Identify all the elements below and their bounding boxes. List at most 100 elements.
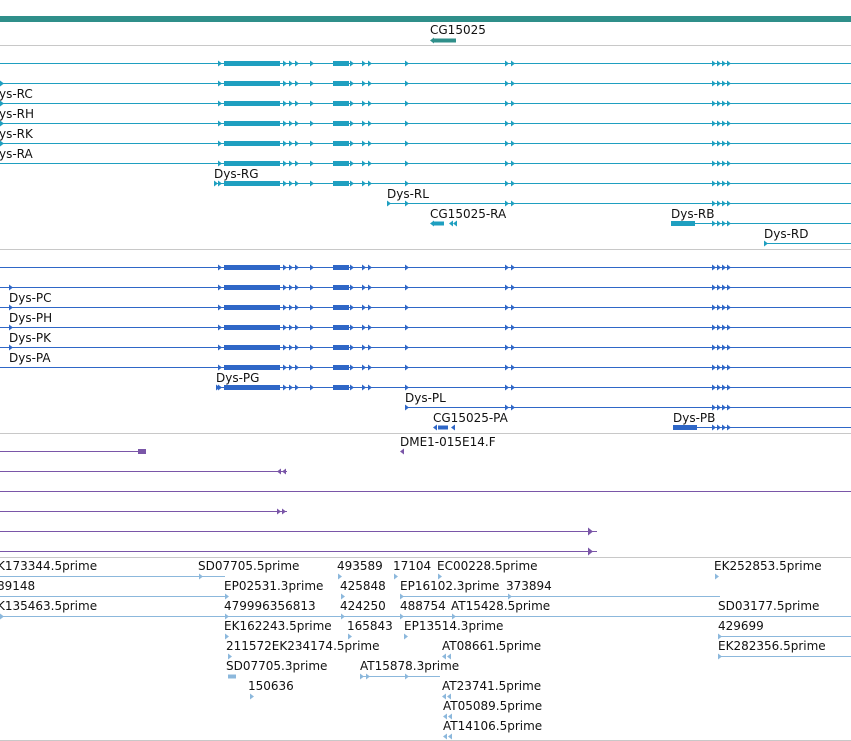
match-label[interactable]: DME1-015E14.F [400,435,496,449]
est-label[interactable]: 150636 [248,679,294,693]
est-label[interactable]: 89148 [0,579,36,593]
feature-arrow [368,364,372,371]
transcript-label[interactable]: Dys-PK [9,331,52,345]
est-label[interactable]: EK252853.5prime [714,559,822,573]
transcript-label[interactable]: ys-RA [0,147,33,161]
feature-arrow [727,140,731,147]
feature-arrow [289,284,293,291]
est-label[interactable]: AT14106.5prime [443,719,543,733]
est-label[interactable]: SD07705.3prime [226,659,328,673]
est-label[interactable]: SD07705.5prime [198,559,300,573]
est-label[interactable]: AT15878.3prime [360,659,460,673]
feature-arrow [366,673,370,680]
transcript-label[interactable]: Dys-PL [405,391,446,405]
feature-arrow [368,60,372,67]
feature-arrow [712,424,716,431]
feature-arrow [362,180,366,187]
feature-arrow [511,384,515,391]
est-label[interactable]: AT08661.5prime [442,639,542,653]
est-label[interactable]: AT05089.5prime [443,699,543,713]
feature-exon-block [673,425,697,430]
feature-exon-block [224,285,280,290]
feature-arrow [289,140,293,147]
est-label[interactable]: AT23741.5prime [442,679,542,693]
feature-arrow [717,344,721,351]
est-label[interactable]: EP13514.3prime [404,619,504,633]
feature-arrow [505,284,509,291]
gene-span-bar [0,16,851,22]
est-label[interactable]: 17104 [393,559,432,573]
feature-arrow [362,140,366,147]
feature-exon-block [333,141,349,146]
transcript-label[interactable]: Dys-PA [9,351,51,365]
feature-arrow [214,180,218,187]
transcript-label[interactable]: ys-RC [0,87,33,101]
feature-arrow [511,140,515,147]
feature-arrow [405,364,409,371]
transcript-label[interactable]: Dys-PC [9,291,52,305]
feature-arrow [310,80,314,87]
transcript-label[interactable]: Dys-PG [216,371,260,385]
est-label[interactable]: K135463.5prime [0,599,98,613]
feature-arrow [350,160,354,167]
feature-arrow [341,593,345,600]
feature-arrow [511,180,515,187]
est-label[interactable]: EK162243.5prime [224,619,332,633]
feature-arrow [712,364,716,371]
feature-arrow [405,100,409,107]
feature-arrow [228,653,232,660]
est-label[interactable]: EK282356.5prime [718,639,826,653]
transcript-label[interactable]: Dys-RL [387,187,429,201]
est-label[interactable]: AT15428.5prime [451,599,551,613]
est-label[interactable]: EC00228.5prime [437,559,538,573]
transcript-label[interactable]: CG15025-RA [430,207,507,221]
feature-arrow [360,673,364,680]
feature-arrow [722,100,726,107]
transcript-label[interactable]: CG15025-PA [433,411,508,425]
transcript-label[interactable]: Dys-RG [214,167,259,181]
feature-arrow [225,593,229,600]
est-label[interactable]: SD03177.5prime [718,599,820,613]
feature-exon-block [333,325,349,330]
est-label[interactable]: EP02531.3prime [224,579,324,593]
feature-arrow [310,284,314,291]
feature-arrow [310,140,314,147]
feature-arrow [511,264,515,271]
transcript-label[interactable]: Dys-PH [9,311,53,325]
feature-arrow [722,424,726,431]
feature-arrow [505,140,509,147]
feature-arrow [511,364,515,371]
feature-arrow [712,80,716,87]
track-divider [0,249,851,250]
transcript-label[interactable]: ys-RK [0,127,33,141]
est-label[interactable]: EP16102.3prime [400,579,500,593]
transcript-label[interactable]: Dys-RD [764,227,809,241]
est-label[interactable]: 493589 [337,559,383,573]
feature-arrow [199,573,203,580]
feature-arrow [405,60,409,67]
gene-label-cg15025[interactable]: CG15025 [430,23,486,37]
feature-arrow [405,80,409,87]
est-label[interactable]: 211572EK234174.5prime [226,639,380,653]
feature-arrow [717,404,721,411]
feature-arrow [712,404,716,411]
est-label[interactable]: K173344.5prime [0,559,98,573]
est-label[interactable]: 488754 [400,599,446,613]
transcript-label[interactable]: ys-RH [0,107,35,121]
est-label[interactable]: 479996356813 [224,599,316,613]
est-label[interactable]: 429699 [718,619,764,633]
feature-arrow [727,324,731,331]
feature-arrow [218,60,222,67]
est-label[interactable]: 373894 [506,579,552,593]
est-label[interactable]: 424250 [340,599,386,613]
transcript-label[interactable]: Dys-PB [673,411,716,425]
feature-exon-block [333,365,349,370]
transcript-label[interactable]: Dys-RB [671,207,715,221]
feature-arrow [505,404,509,411]
feature-arrow [283,120,287,127]
feature-arrow [718,633,722,640]
feature-arrow [368,264,372,271]
est-label[interactable]: 425848 [340,579,386,593]
est-label[interactable]: 165843 [347,619,393,633]
